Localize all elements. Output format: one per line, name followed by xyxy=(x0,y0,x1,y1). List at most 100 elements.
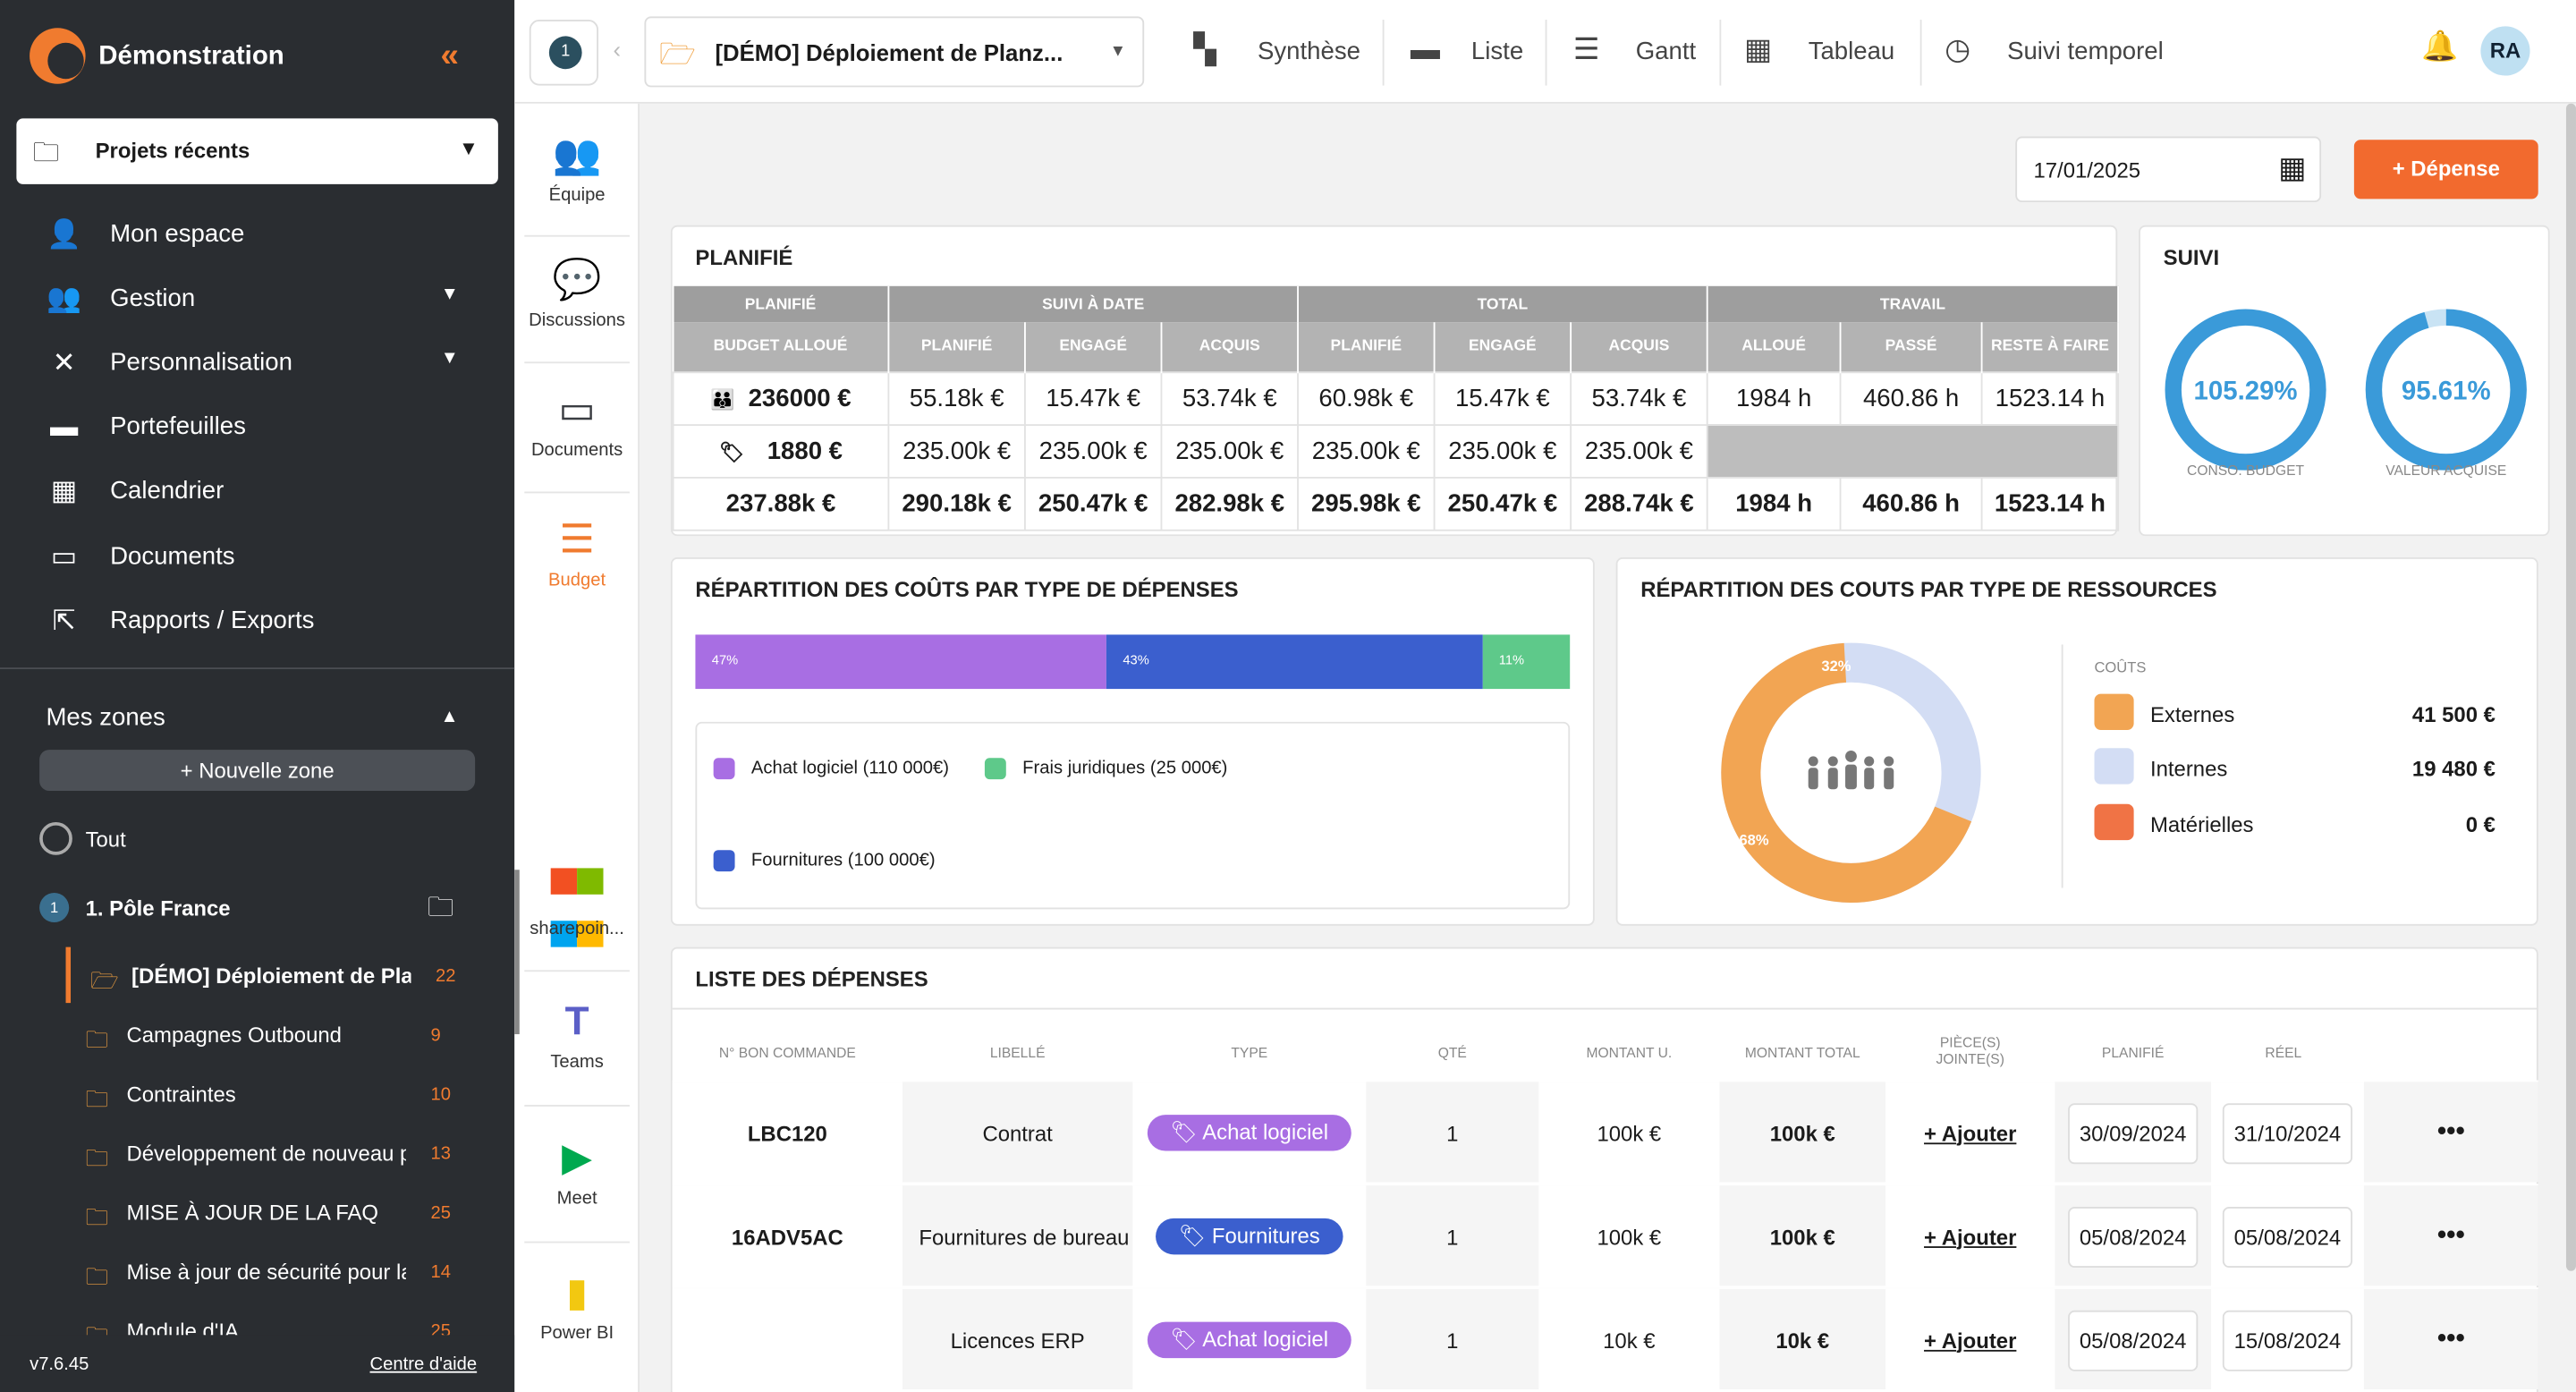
sidebar-item-rapports[interactable]: ⇱ Rapports / Exports xyxy=(0,589,514,651)
budget-cell[interactable]: 👪 236000 € xyxy=(672,370,890,426)
folder-icon: 🗀 xyxy=(85,1203,109,1230)
resource-row-externes[interactable]: Externes 41 500 € xyxy=(2094,693,2521,737)
module-label: Documents xyxy=(530,440,623,461)
table-cell: 295.98k € xyxy=(1297,476,1436,530)
table-row[interactable]: 16ADV5AC Fournitures de bureau 🏷 Fournit… xyxy=(672,1184,2538,1288)
date-picker[interactable]: 17/01/2025 ▦ xyxy=(2015,136,2322,203)
folder-open-icon: 🗁 xyxy=(90,966,120,994)
module-teams[interactable]: T Teams xyxy=(514,997,640,1072)
module-bar: 👥 Équipe 💬 Discussions ▭ Documents ☰ Budget … xyxy=(514,103,640,1392)
module-label: Discussions xyxy=(529,310,626,331)
budget-cell[interactable]: 🏷 1880 € xyxy=(672,423,890,478)
group-icon: 👥 xyxy=(47,283,82,315)
module-powerbi[interactable]: ▮ Power BI xyxy=(514,1268,640,1344)
table-cell: 288.74k € xyxy=(1570,476,1708,530)
legend-item[interactable]: Frais juridiques (25 000€) xyxy=(984,758,1227,780)
add-attachment-link[interactable]: + Ajouter xyxy=(1924,1328,2017,1353)
resource-row-materielles[interactable]: Matérielles 0 € xyxy=(2094,803,2521,847)
zone-item[interactable]: 🗀 MISE À JOUR DE LA FAQ 25 xyxy=(66,1184,477,1239)
sidebar-item-documents[interactable]: ▭ Documents xyxy=(0,524,514,587)
sidebar-item-personnalisation[interactable]: ✕ Personnalisation ▼ xyxy=(0,330,514,393)
cost-by-expense-card: RÉPARTITION DES COÛTS PAR TYPE DE DÉPENS… xyxy=(670,557,1595,926)
sidebar-item-gestion[interactable]: 👥 Gestion ▼ xyxy=(0,267,514,329)
donut-slice-externes[interactable] xyxy=(1719,641,1982,904)
zone-item[interactable]: 🗀 Module d'IA 25 xyxy=(66,1303,477,1336)
table-cell: 15.47k € xyxy=(1024,370,1163,426)
planned-date-input[interactable]: 05/08/2024 xyxy=(2067,1309,2199,1371)
order-number: LBC120 xyxy=(672,1082,903,1184)
chevron-up-icon[interactable]: ▲ xyxy=(440,707,459,727)
table-cell: 250.47k € xyxy=(1024,476,1163,530)
actual-date-input[interactable]: 31/10/2024 xyxy=(2222,1102,2353,1164)
bar-segment-frais-juridiques[interactable]: 11% xyxy=(1482,634,1571,690)
module-sharepoint[interactable]: sharepoin... xyxy=(514,857,640,947)
zone-item[interactable]: 🗀 Développement de nouveau p 13 xyxy=(66,1125,477,1180)
add-expense-button[interactable]: + Dépense xyxy=(2353,140,2538,199)
sidebar-item-mon-espace[interactable]: 👤 Mon espace xyxy=(0,202,514,265)
module-budget[interactable]: ☰ Budget xyxy=(514,514,640,590)
more-actions-icon[interactable]: ••• xyxy=(2436,1325,2465,1354)
module-meet[interactable]: ▶ Meet xyxy=(514,1133,640,1209)
zone-item-count: 9 xyxy=(430,1025,441,1046)
type-chip[interactable]: 🏷 Achat logiciel xyxy=(1147,1321,1352,1359)
new-zone-button[interactable]: + Nouvelle zone xyxy=(39,750,476,792)
suivi-card: SUIVI 105.29% CONSO. BUDGET 95.61% VALEU… xyxy=(2139,225,2550,537)
zone-item[interactable]: 🗀 Campagnes Outbound 9 xyxy=(66,1006,477,1062)
more-actions-icon[interactable]: ••• xyxy=(2436,1117,2465,1147)
module-label: Budget xyxy=(548,570,606,590)
add-attachment-link[interactable]: + Ajouter xyxy=(1924,1224,2017,1249)
help-link[interactable]: Centre d'aide xyxy=(369,1354,478,1375)
table-row[interactable]: Licences ERP 🏷 Achat logiciel 1 10k € 10… xyxy=(672,1287,2538,1391)
module-label: sharepoin... xyxy=(530,919,624,939)
bar-segment-achat-logiciel[interactable]: 47% xyxy=(695,634,1106,690)
sidebar-item-portefeuilles[interactable]: ▬ Portefeuilles xyxy=(0,395,514,457)
divider xyxy=(0,667,515,670)
column-header: QTÉ xyxy=(1437,1044,1467,1061)
zone-item[interactable]: 🗀 Mise à jour de sécurité pour la 14 xyxy=(66,1243,477,1298)
type-chip[interactable]: 🏷 Fournitures xyxy=(1156,1218,1343,1255)
chevron-left-icon[interactable]: ‹ xyxy=(613,36,622,63)
column-header: PLANIFIÉ xyxy=(2101,1044,2165,1061)
column-header: ACQUIS xyxy=(1161,322,1299,372)
zone-number-button[interactable]: 1 xyxy=(529,20,598,86)
module-discussions[interactable]: 💬 Discussions xyxy=(514,255,640,331)
zone-item[interactable]: 🗁 [DÉMO] Déploiement de Plar 22 xyxy=(65,946,477,1004)
zone-item[interactable]: 🗀 Contraintes 10 xyxy=(66,1065,477,1121)
bar-segment-fournitures[interactable]: 43% xyxy=(1106,634,1483,690)
divider xyxy=(524,1241,630,1243)
project-selector[interactable]: 🗁 [DÉMO] Déploiement de Planz... ▼ xyxy=(644,16,1145,88)
zone-item-count: 25 xyxy=(430,1321,452,1336)
more-actions-icon[interactable]: ••• xyxy=(2436,1221,2465,1250)
collapse-sidebar-icon[interactable]: « xyxy=(440,38,460,74)
sidebar-item-calendrier[interactable]: ▦ Calendrier xyxy=(0,459,514,522)
resource-row-internes[interactable]: Internes 19 480 € xyxy=(2094,748,2521,791)
table-row[interactable]: LBC120 Contrat 🏷 Achat logiciel 1 100k €… xyxy=(672,1080,2538,1184)
type-chip[interactable]: 🏷 Achat logiciel xyxy=(1147,1115,1352,1151)
legend-item[interactable]: Achat logiciel (110 000€) xyxy=(713,758,949,780)
add-folder-icon[interactable]: 🗀 xyxy=(427,894,454,923)
column-header: PLANIFIÉ xyxy=(888,322,1026,372)
table-cell: 53.74k € xyxy=(1160,370,1299,426)
scrollbar[interactable] xyxy=(2565,103,2576,1271)
resource-value: 41 500 € xyxy=(2411,701,2496,727)
bell-icon[interactable]: 🔔 xyxy=(2421,30,2459,63)
column-header: ENGAGÉ xyxy=(1434,322,1572,372)
module-equipe[interactable]: 👥 Équipe xyxy=(514,130,640,206)
avatar[interactable]: RA xyxy=(2480,26,2530,76)
chevron-down-icon: ▼ xyxy=(440,348,459,369)
wallet-icon: ▬ xyxy=(50,411,79,443)
module-documents[interactable]: ▭ Documents xyxy=(514,385,640,461)
legend-item[interactable]: Fournitures (100 000€) xyxy=(713,850,936,872)
quantity: 1 xyxy=(1446,1224,1459,1249)
type-cell: 🏷 Fournitures xyxy=(1132,1185,1367,1288)
planned-date-input[interactable]: 05/08/2024 xyxy=(2067,1206,2199,1268)
add-attachment-link[interactable]: + Ajouter xyxy=(1924,1120,2017,1146)
actual-date-input[interactable]: 15/08/2024 xyxy=(2222,1309,2353,1371)
table-row: 🏷 1880 € 235.00k € 235.00k € 235.00k € 23… xyxy=(672,423,2120,478)
recent-projects-dropdown[interactable]: 🗀 Projets récents ▼ xyxy=(16,118,498,184)
people-group-icon xyxy=(1808,751,1894,790)
gauge-ring: 95.61% xyxy=(2365,309,2527,471)
sidebar-item-label: Rapports / Exports xyxy=(110,607,315,635)
actual-date-input[interactable]: 05/08/2024 xyxy=(2222,1206,2353,1268)
planned-date-input[interactable]: 30/09/2024 xyxy=(2067,1102,2199,1164)
